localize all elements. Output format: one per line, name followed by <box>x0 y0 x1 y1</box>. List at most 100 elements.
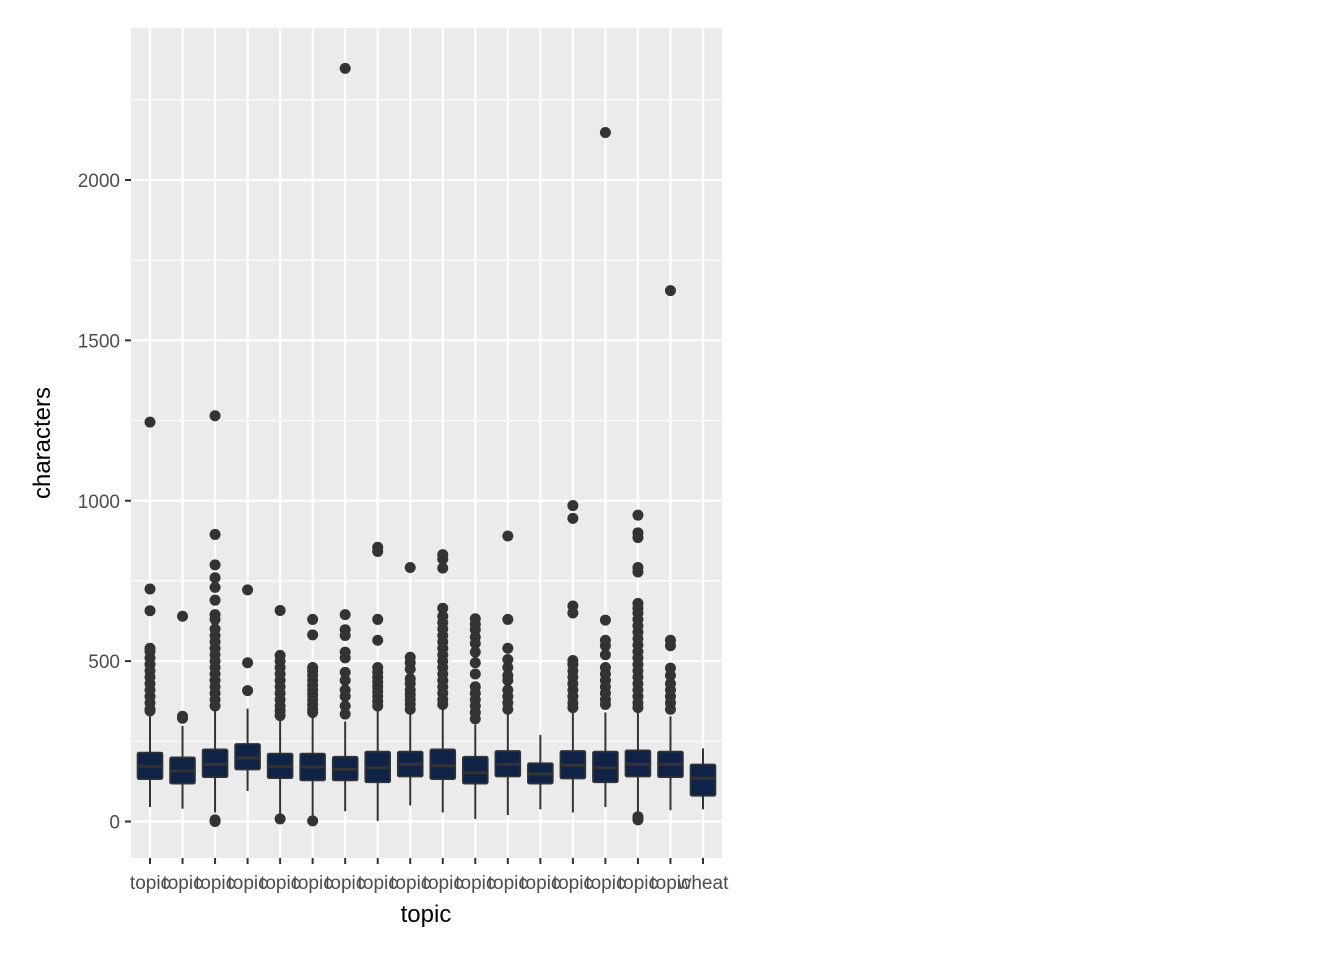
outlier-point <box>567 512 579 524</box>
outlier-point <box>502 642 514 654</box>
outlier-point <box>144 705 156 717</box>
box-topic-10 <box>429 549 457 813</box>
box-topic-15 <box>592 127 619 808</box>
outlier-point <box>632 811 644 823</box>
outlier-point <box>209 814 221 826</box>
outlier-point <box>664 670 676 682</box>
outlier-point <box>469 668 481 680</box>
outlier-point <box>664 285 676 297</box>
x-tick-label: topic <box>520 873 560 894</box>
x-tick-label: topic <box>195 873 235 894</box>
outlier-point <box>339 690 351 702</box>
outlier-point <box>502 530 514 542</box>
box-topic-1 <box>136 416 164 808</box>
outlier-point <box>209 528 221 540</box>
outlier-point <box>209 581 221 593</box>
y-tick-label: 0 <box>109 813 120 834</box>
outlier-point <box>209 594 221 606</box>
x-tick-label: topic <box>162 873 202 894</box>
x-tick-label: topic <box>488 873 528 894</box>
box-topic-7 <box>331 62 359 812</box>
outlier-point <box>567 702 579 714</box>
outlier-point <box>209 410 221 422</box>
x-tick-label: topic <box>358 873 398 894</box>
outlier-point <box>144 416 156 428</box>
outlier-point <box>307 706 319 718</box>
outlier-point <box>599 698 611 710</box>
box-wheat-18 <box>689 748 717 810</box>
y-tick-label: 1000 <box>78 492 120 513</box>
outlier-point <box>339 629 351 641</box>
x-axis: topictopictopictopictopictopictopictopic… <box>130 858 729 894</box>
x-tick-label: topic <box>455 873 495 894</box>
outlier-point <box>437 553 449 565</box>
box-topic-8 <box>364 541 392 821</box>
outlier-point <box>339 666 351 678</box>
outlier-point <box>502 674 514 686</box>
outlier-point <box>372 613 384 625</box>
x-tick-label: topic <box>390 873 430 894</box>
outlier-point <box>242 657 254 669</box>
outlier-point <box>339 609 351 621</box>
box-topic-4 <box>234 584 261 792</box>
outlier-point <box>144 583 156 595</box>
outlier-point <box>599 649 611 661</box>
outlier-point <box>632 509 644 521</box>
box-topic-11 <box>461 613 489 819</box>
outlier-point <box>177 712 189 724</box>
boxes-layer <box>136 62 717 827</box>
outlier-point <box>209 572 221 584</box>
outlier-point <box>242 685 254 697</box>
box-topic-17 <box>657 285 684 811</box>
outlier-point <box>599 127 611 139</box>
outlier-point <box>339 62 351 74</box>
x-tick-label: topic <box>553 873 593 894</box>
x-tick-label: topic <box>293 873 333 894</box>
outlier-point <box>567 500 579 512</box>
outlier-point <box>242 584 254 596</box>
box-topic-12 <box>494 530 522 816</box>
outlier-point <box>307 815 319 827</box>
outlier-point <box>632 532 644 544</box>
box-topic-6 <box>299 613 326 827</box>
x-axis-title: topic <box>401 901 452 928</box>
outlier-point <box>404 561 416 573</box>
outlier-point <box>437 602 449 614</box>
outlier-point <box>502 662 514 674</box>
outlier-point <box>502 703 514 715</box>
x-tick-label: topic <box>228 873 268 894</box>
outlier-point <box>307 629 319 641</box>
outlier-point <box>274 813 286 825</box>
outlier-point <box>372 700 384 712</box>
x-tick-label: topic <box>618 873 658 894</box>
outlier-point <box>372 634 384 646</box>
y-tick-label: 1500 <box>78 331 120 352</box>
outlier-point <box>437 698 449 710</box>
outlier-point <box>469 646 481 658</box>
box-topic-2 <box>169 610 196 809</box>
outlier-point <box>469 637 481 649</box>
y-tick-label: 2000 <box>78 171 120 192</box>
x-tick-label: topic <box>325 873 365 894</box>
minor-gridlines <box>131 99 722 742</box>
box-topic-9 <box>396 561 424 806</box>
outlier-point <box>274 710 286 722</box>
outlier-point <box>599 614 611 626</box>
outlier-point <box>209 559 221 571</box>
box-topic-14 <box>559 500 587 813</box>
box-topic-16 <box>624 509 652 826</box>
outlier-point <box>599 640 611 652</box>
outlier-point <box>502 654 514 666</box>
outlier-point <box>339 708 351 720</box>
y-axis-title: characters <box>29 387 56 499</box>
outlier-point <box>664 703 676 715</box>
outlier-point <box>437 562 449 574</box>
x-tick-label: topic <box>585 873 625 894</box>
box-topic-13 <box>527 734 554 810</box>
outlier-point <box>567 607 579 619</box>
x-tick-label: topic <box>130 873 170 894</box>
x-tick-label: topic <box>423 873 463 894</box>
outlier-point <box>404 703 416 715</box>
outlier-point <box>469 657 481 669</box>
